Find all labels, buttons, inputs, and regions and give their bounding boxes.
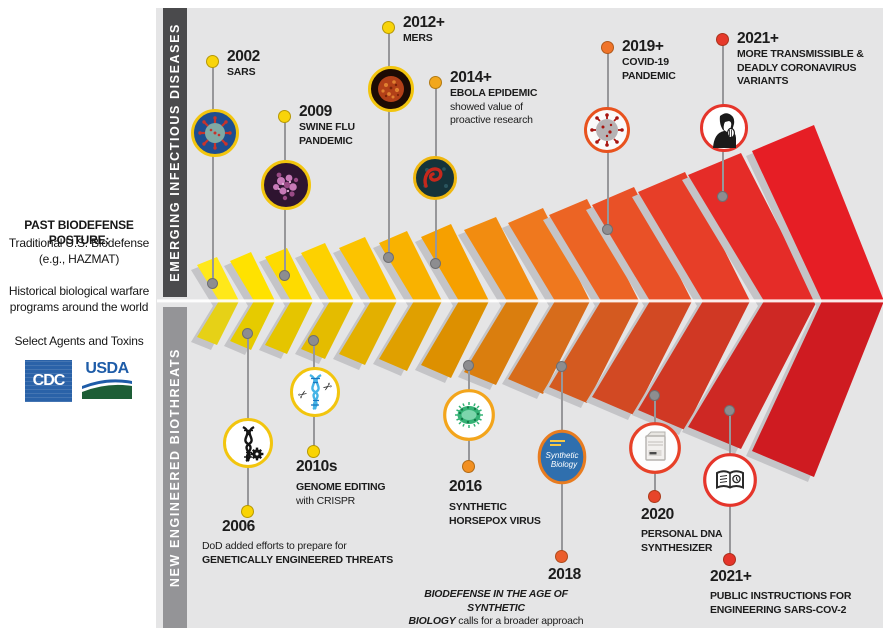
year-dot <box>723 553 736 566</box>
event-title: COVID-19 <box>622 56 669 68</box>
event-subtitle: with CRISPR <box>296 494 356 507</box>
event-title: PANDEMIC <box>622 69 676 82</box>
event-title: VARIANTS <box>737 75 789 87</box>
posture-line: (e.g., HAZMAT) <box>38 252 120 266</box>
timeline-anchor-dot <box>724 405 735 416</box>
year-dot <box>648 490 661 503</box>
event-year: 2010s <box>296 458 338 475</box>
timeline-anchor-dot <box>556 361 567 372</box>
event-title: GENETICALLY ENGINEERED THREATS <box>202 553 393 566</box>
event-subtitle-rest: calls for a broader approach <box>455 615 584 627</box>
event-title: PANDEMIC <box>299 134 353 147</box>
timeline-anchor-dot <box>207 278 218 289</box>
year-dot <box>206 55 219 68</box>
event-year: 2009 <box>299 103 332 120</box>
event-title: DEADLY CORONAVIRUS <box>737 61 857 74</box>
year-dot <box>278 110 291 123</box>
ebola-virus-photo-icon <box>413 156 457 205</box>
year-dot <box>307 445 320 458</box>
past-biodefense-sidebar: PAST BIODEFENSE POSTURE: Traditional U.S… <box>0 0 158 639</box>
coronavirus-icon <box>584 107 630 158</box>
dna-gear-icon <box>223 418 273 473</box>
band-label: NEW ENGINEERED BIOTHREATS <box>168 347 182 588</box>
timeline-anchor-dot <box>308 335 319 346</box>
event-title: SARS <box>227 66 256 78</box>
svg-text:Synthetic: Synthetic <box>546 451 579 460</box>
event-year: 2016 <box>449 478 482 495</box>
year-dot <box>601 41 614 54</box>
timeline-anchor-dot <box>649 390 660 401</box>
emerging-infectious-diseases-band: EMERGING INFECTIOUS DISEASES <box>163 8 187 297</box>
event-subtitle: BIOLOGY calls for a broader approach <box>398 615 594 629</box>
year-dot <box>382 21 395 34</box>
event-title: PERSONAL DNA <box>641 528 723 540</box>
year-dot <box>462 460 475 473</box>
event-title: EBOLA EPIDEMIC <box>450 87 538 99</box>
connector-line <box>212 62 214 283</box>
history-line: Historical biological warfare <box>8 284 150 298</box>
timeline-anchor-dot <box>430 258 441 269</box>
year-dot <box>555 550 568 563</box>
event-title: SYNTHETIC <box>449 501 507 513</box>
event-title: SWINE FLU <box>299 121 355 133</box>
connector-line <box>388 28 390 258</box>
timeline-anchor-dot <box>602 224 613 235</box>
event-title-bold: BIOLOGY <box>408 615 456 627</box>
event-year: 2021+ <box>710 568 752 585</box>
event-year: 2012+ <box>403 14 445 31</box>
event-subtitle: proactive research <box>450 114 533 126</box>
usda-swoosh-icon <box>82 379 132 399</box>
dna-synthesizer-icon <box>629 422 681 479</box>
year-dot <box>429 76 442 89</box>
timeline-anchor-dot <box>717 191 728 202</box>
timeline-anchor-dot <box>242 328 253 339</box>
history-line: programs around the world <box>9 300 149 314</box>
event-title: MERS <box>403 32 433 44</box>
swine-flu-virus-photo-icon <box>261 160 311 215</box>
select-agents-line: Select Agents and Toxins <box>14 334 144 348</box>
event-title: SYNTHESIZER <box>641 541 713 554</box>
event-title: BIODEFENSE IN THE AGE OF SYNTHETIC <box>424 588 568 614</box>
cdc-logo: CDC <box>25 360 72 402</box>
event-subtitle: showed value of <box>450 100 523 113</box>
event-title: MORE TRANSMISSIBLE & <box>737 48 864 60</box>
event-year: 2019+ <box>622 38 664 55</box>
timeline-anchor-dot <box>463 360 474 371</box>
sars-virus-photo-icon <box>191 109 239 162</box>
usda-logo: USDA <box>81 360 133 402</box>
event-title: PUBLIC INSTRUCTIONS FOR <box>710 590 852 602</box>
coughing-person-icon <box>700 104 748 157</box>
event-title: GENOME EDITING <box>296 481 386 493</box>
agency-logos: CDC USDA <box>0 360 158 402</box>
open-book-icon <box>703 453 757 512</box>
timeline-anchor-dot <box>383 252 394 263</box>
event-year: 2018 <box>548 566 581 583</box>
event-year: 2021+ <box>737 30 779 47</box>
crispr-dna-scissors-icon: ✂ ✂ <box>290 367 340 422</box>
timeline-anchor-dot <box>279 270 290 281</box>
synthetic-biology-book-icon: Synthetic Biology <box>537 429 587 490</box>
year-dot <box>241 505 254 518</box>
horsepox-virus-icon <box>443 389 495 446</box>
new-engineered-biothreats-band: NEW ENGINEERED BIOTHREATS <box>163 307 187 628</box>
year-dot <box>716 33 729 46</box>
band-label: EMERGING INFECTIOUS DISEASES <box>168 23 182 282</box>
event-title: ENGINEERING SARS-COV-2 <box>710 603 847 616</box>
event-title: HORSEPOX VIRUS <box>449 514 541 527</box>
svg-text:Biology: Biology <box>551 460 578 469</box>
posture-line: Traditional U.S. Biodefense <box>8 236 150 250</box>
mers-virus-photo-icon <box>368 66 414 117</box>
event-subtitle: DoD added efforts to prepare for <box>202 540 347 552</box>
cdc-logo-text: CDC <box>32 372 66 389</box>
event-year: 2014+ <box>450 69 492 86</box>
usda-logo-text: USDA <box>85 360 129 377</box>
event-year: 2020 <box>641 506 674 523</box>
event-year: 2006 <box>222 518 255 535</box>
event-year: 2002 <box>227 48 260 65</box>
posture-heading: PAST BIODEFENSE POSTURE: <box>24 218 134 247</box>
